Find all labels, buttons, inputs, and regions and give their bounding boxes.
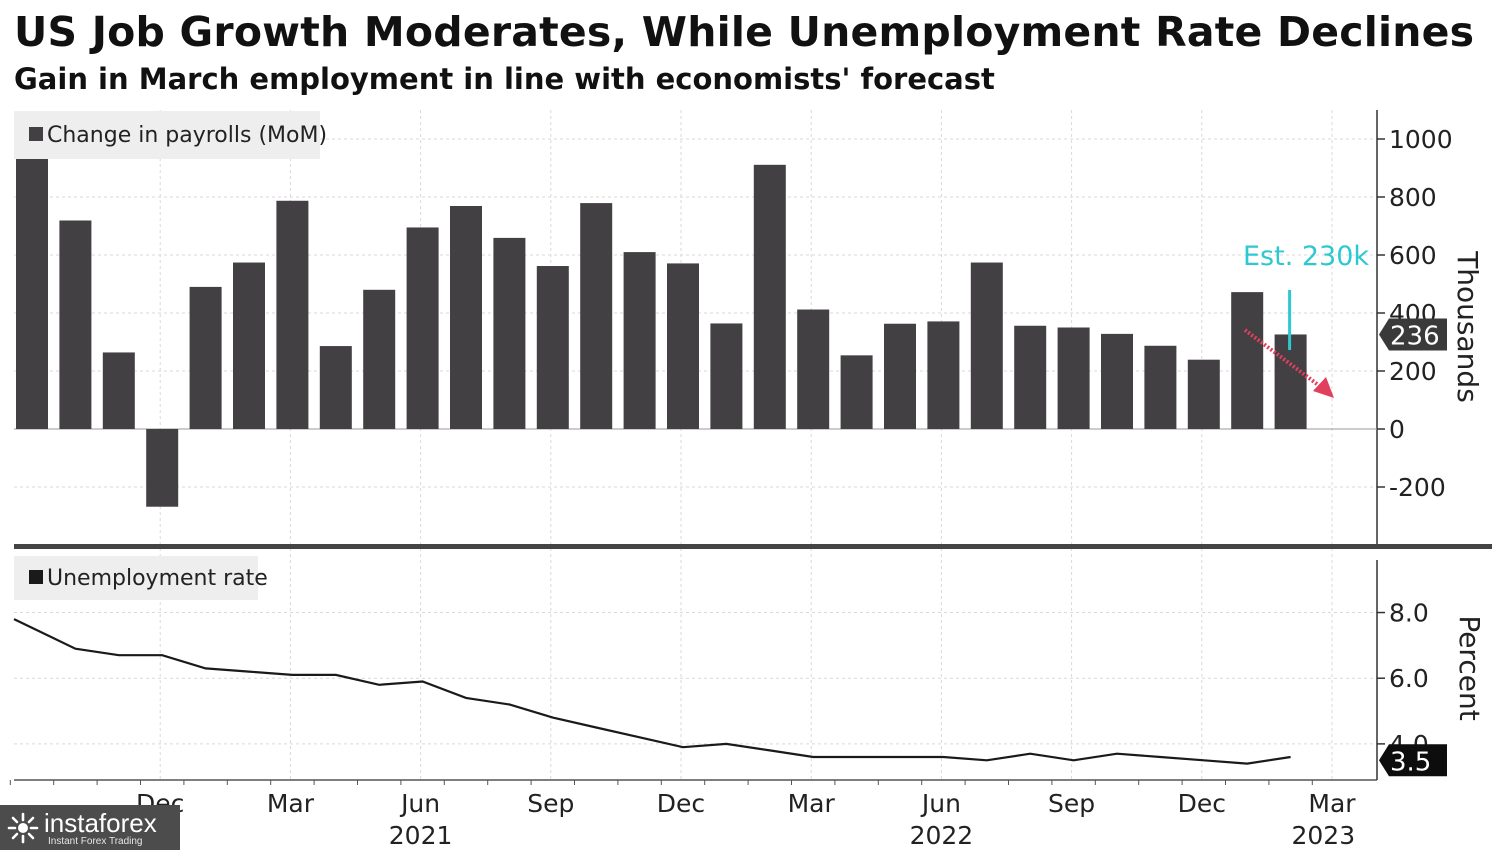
x-year-label: 2022 — [910, 821, 974, 850]
x-tick-label: Jun — [920, 789, 961, 818]
annotation-arrow-line — [1243, 328, 1327, 392]
bar — [319, 346, 352, 429]
bar — [59, 220, 92, 429]
latest-value-label: 236 — [1390, 321, 1440, 351]
bar — [1144, 345, 1177, 429]
bar — [927, 321, 960, 429]
bar — [233, 262, 265, 429]
bar — [1014, 325, 1047, 429]
bar — [840, 355, 873, 429]
x-tick-label: Sep — [1048, 789, 1095, 818]
watermark-brand: instaforex — [44, 808, 157, 838]
bar — [1274, 334, 1307, 429]
bar — [536, 266, 569, 429]
bar — [970, 262, 1003, 429]
bar — [753, 164, 786, 429]
bar — [1057, 327, 1090, 429]
unemployment-line — [13, 618, 1291, 765]
bar — [102, 352, 135, 429]
x-tick-label: Mar — [267, 789, 315, 818]
chart-title: US Job Growth Moderates, While Unemploym… — [14, 8, 1475, 56]
x-tick-label: Sep — [527, 789, 574, 818]
y-tick-label: 0 — [1389, 415, 1405, 444]
bar — [406, 227, 439, 429]
watermark-logo: instaforex Instant Forex Trading — [0, 805, 180, 850]
bar — [797, 309, 830, 429]
y-tick-label: 1000 — [1389, 125, 1453, 154]
bar — [363, 289, 396, 429]
x-tick-label: Dec — [657, 789, 705, 818]
chart-subtitle: Gain in March employment in line with ec… — [14, 62, 995, 96]
x-tick-label: Mar — [788, 789, 836, 818]
bar — [1231, 292, 1264, 429]
panel-divider — [14, 544, 1492, 549]
bar — [580, 203, 613, 429]
legend-swatch — [29, 570, 43, 584]
x-tick-label: Mar — [1308, 789, 1356, 818]
bar — [1187, 359, 1220, 429]
y-tick-label: 600 — [1389, 241, 1437, 270]
estimate-label: Est. 230k — [1243, 241, 1369, 272]
bar — [667, 263, 699, 429]
y-tick-label: -200 — [1389, 473, 1446, 502]
sunburst-icon — [7, 812, 39, 844]
legend-box — [14, 111, 320, 159]
bar — [1101, 333, 1133, 429]
y-tick-label: 6.0 — [1389, 664, 1429, 693]
bar — [189, 286, 222, 429]
latest-value-label: 3.5 — [1390, 747, 1431, 777]
x-tick-label: Dec — [1178, 789, 1226, 818]
y-axis-title: Percent — [1453, 615, 1486, 720]
y-tick-label: 800 — [1389, 183, 1437, 212]
annotation-arrow-head — [1313, 377, 1334, 398]
bar — [16, 150, 48, 429]
legend-label: Unemployment rate — [47, 566, 268, 591]
y-tick-label: 8.0 — [1389, 599, 1429, 628]
legend-label: Change in payrolls (MoM) — [47, 123, 327, 148]
x-year-label: 2023 — [1291, 821, 1355, 850]
x-tick-label: Jun — [399, 789, 440, 818]
legend-swatch — [29, 127, 43, 141]
bar — [623, 252, 656, 429]
bar — [450, 205, 482, 429]
bar — [710, 323, 743, 429]
latest-value-tag — [1379, 318, 1447, 351]
y-tick-label: 200 — [1389, 357, 1437, 386]
legend-box — [14, 556, 258, 600]
bar — [493, 237, 526, 429]
bar — [884, 323, 916, 429]
y-axis-title: Thousands — [1451, 250, 1484, 403]
x-year-label: 2021 — [389, 821, 453, 850]
bar — [276, 200, 309, 429]
watermark-tagline: Instant Forex Trading — [48, 836, 143, 847]
bar — [146, 429, 179, 507]
latest-value-tag — [1379, 744, 1447, 777]
